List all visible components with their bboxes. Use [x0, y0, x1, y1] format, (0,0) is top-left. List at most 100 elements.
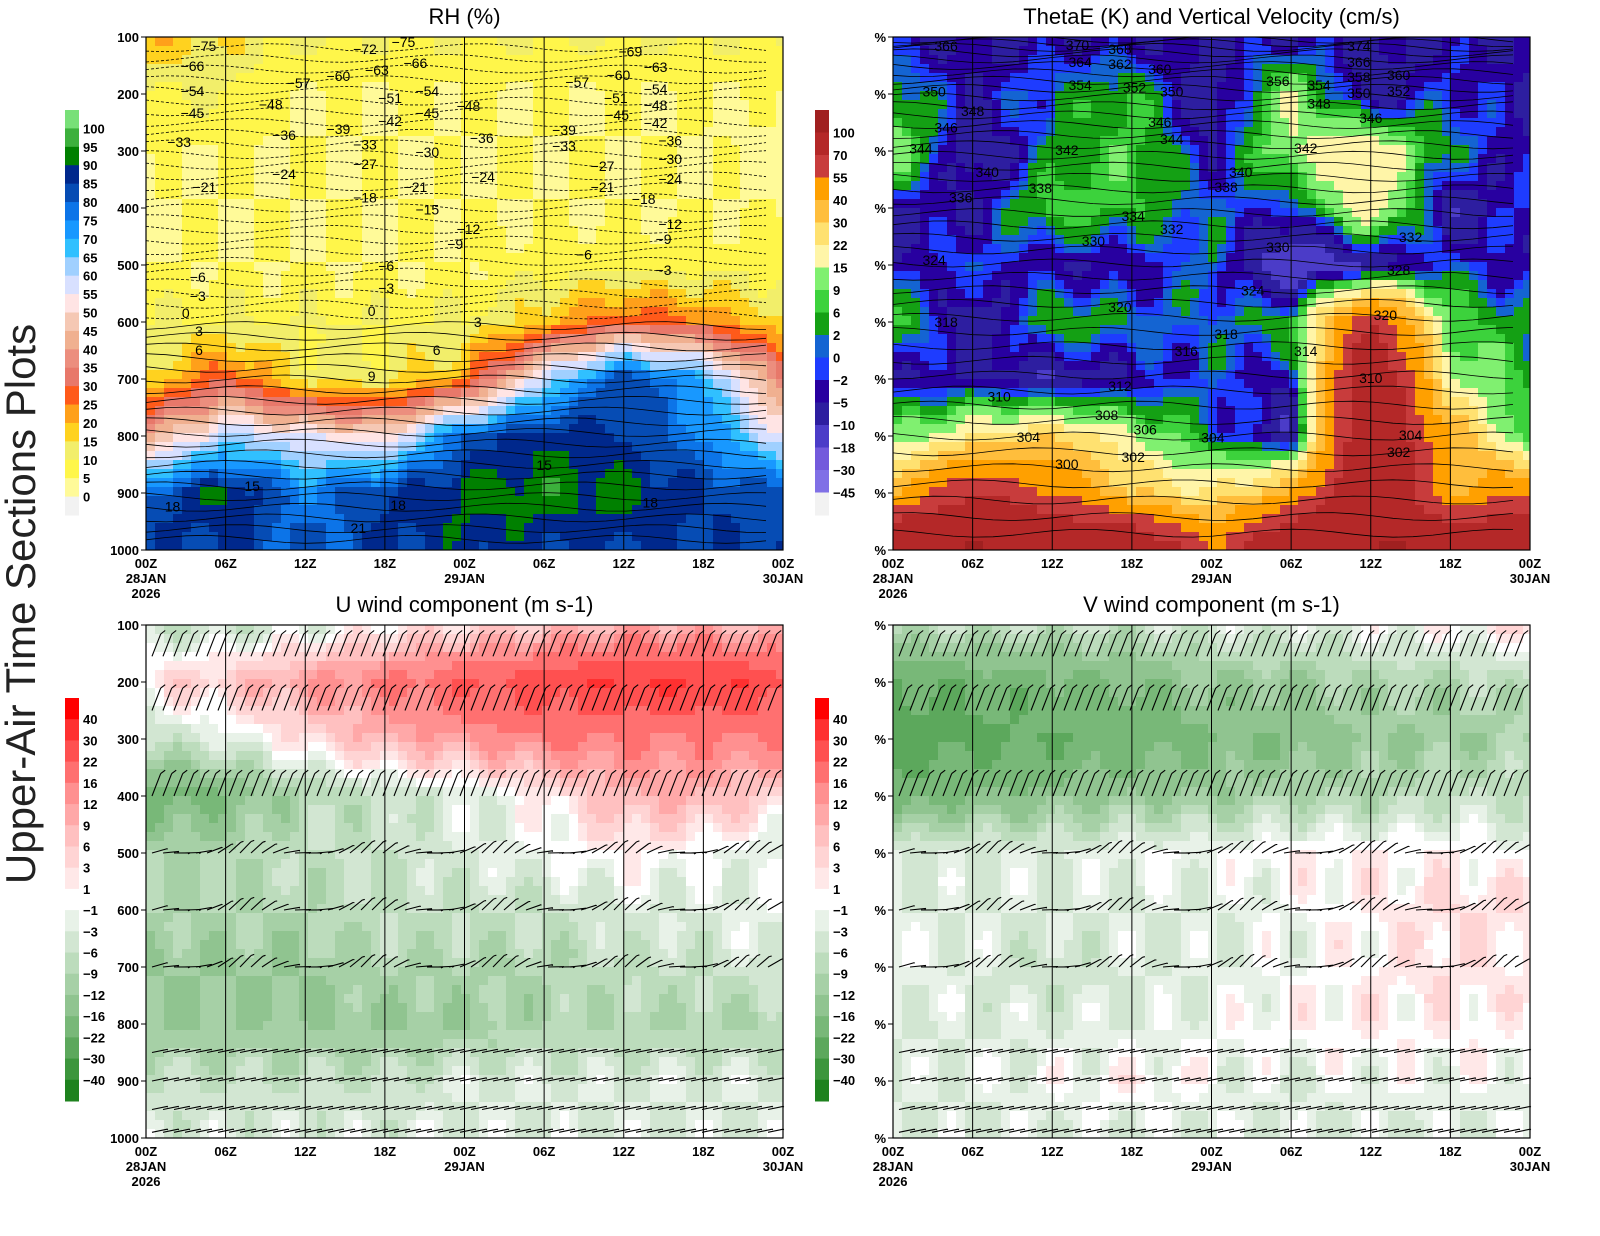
field-cell — [362, 298, 371, 307]
field-cell — [686, 541, 695, 550]
field-cell — [704, 109, 713, 118]
field-cell — [272, 181, 281, 190]
field-cell — [623, 244, 632, 253]
field-cell — [443, 118, 452, 127]
field-cell — [776, 82, 783, 91]
field-cell — [569, 271, 578, 280]
field-cell — [479, 109, 488, 118]
field-cell — [443, 415, 452, 424]
field-cell — [524, 208, 533, 217]
field-cell — [335, 505, 344, 514]
field-cell — [695, 91, 704, 100]
field-cell — [425, 271, 434, 280]
field-cell — [263, 253, 272, 262]
field-cell — [686, 280, 695, 289]
field-cell — [911, 64, 920, 73]
field-cell — [164, 271, 173, 280]
field-cell — [299, 217, 308, 226]
field-cell — [749, 100, 758, 109]
field-cell — [695, 154, 704, 163]
field-cell — [524, 226, 533, 235]
field-cell — [308, 532, 317, 541]
field-cell — [227, 181, 236, 190]
field-cell — [146, 361, 155, 370]
field-cell — [1262, 118, 1271, 127]
field-cell — [497, 235, 506, 244]
field-cell — [218, 37, 227, 46]
field-cell — [254, 82, 263, 91]
field-cell — [452, 325, 461, 334]
field-cell — [731, 316, 740, 325]
field-cell — [362, 73, 371, 82]
field-cell — [1334, 73, 1343, 82]
field-cell — [641, 352, 650, 361]
field-cell — [641, 190, 650, 199]
field-cell — [299, 37, 308, 46]
field-cell — [1208, 37, 1217, 46]
field-cell — [452, 469, 461, 478]
field-cell — [155, 478, 164, 487]
field-cell — [290, 307, 299, 316]
field-cell — [569, 388, 578, 397]
field-cell — [911, 73, 920, 82]
field-cell — [308, 55, 317, 64]
field-cell — [605, 505, 614, 514]
field-cell — [524, 154, 533, 163]
field-cell — [596, 190, 605, 199]
field-cell — [209, 253, 218, 262]
field-cell — [335, 64, 344, 73]
contour-label: −36 — [470, 130, 494, 146]
field-cell — [200, 172, 209, 181]
field-cell — [479, 100, 488, 109]
field-cell — [677, 541, 686, 550]
field-cell — [560, 451, 569, 460]
field-cell — [1019, 91, 1028, 100]
field-cell — [560, 334, 569, 343]
field-cell — [227, 199, 236, 208]
y-tick-label: 700 — [117, 372, 139, 387]
field-cell — [479, 55, 488, 64]
field-cell — [164, 397, 173, 406]
field-cell — [497, 181, 506, 190]
field-cell — [344, 226, 353, 235]
field-cell — [515, 226, 524, 235]
panel-title: RH (%) — [428, 4, 500, 29]
field-cell — [425, 82, 434, 91]
field-cell — [281, 208, 290, 217]
field-cell — [614, 190, 623, 199]
field-cell — [632, 316, 641, 325]
field-cell — [227, 235, 236, 244]
field-cell — [425, 73, 434, 82]
field-cell — [434, 361, 443, 370]
field-cell — [263, 388, 272, 397]
field-cell — [704, 136, 713, 145]
field-cell — [596, 208, 605, 217]
field-cell — [569, 352, 578, 361]
field-cell — [272, 406, 281, 415]
field-cell — [605, 352, 614, 361]
field-cell — [1451, 91, 1460, 100]
field-cell — [596, 55, 605, 64]
field-cell — [407, 289, 416, 298]
field-cell — [434, 424, 443, 433]
field-cell — [290, 433, 299, 442]
field-cell — [488, 433, 497, 442]
field-cell — [227, 298, 236, 307]
field-cell — [515, 154, 524, 163]
field-cell — [146, 55, 155, 64]
field-cell — [920, 55, 929, 64]
field-cell — [281, 406, 290, 415]
field-cell — [182, 262, 191, 271]
field-cell — [686, 91, 695, 100]
field-cell — [407, 532, 416, 541]
colorbar-swatch — [65, 238, 79, 258]
field-cell — [659, 334, 668, 343]
field-cell — [182, 343, 191, 352]
field-cell — [416, 271, 425, 280]
field-cell — [326, 442, 335, 451]
colorbar-label: 70 — [83, 232, 97, 247]
field-cell — [758, 217, 767, 226]
field-cell — [533, 208, 542, 217]
field-cell — [344, 127, 353, 136]
field-cell — [398, 64, 407, 73]
